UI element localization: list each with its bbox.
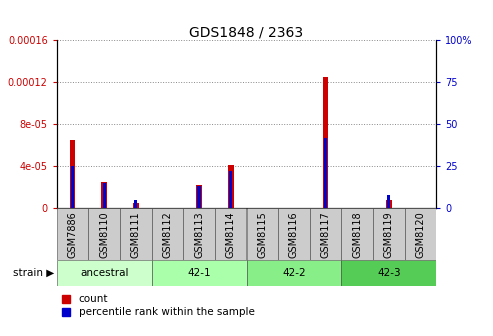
Bar [341, 208, 373, 260]
Text: GSM8118: GSM8118 [352, 211, 362, 258]
Legend: count, percentile rank within the sample: count, percentile rank within the sample [62, 294, 254, 317]
Text: GSM8113: GSM8113 [194, 211, 204, 258]
Bar [196, 185, 202, 208]
Text: ancestral: ancestral [80, 268, 128, 278]
Bar [198, 186, 201, 208]
Bar [405, 208, 436, 260]
Bar [278, 208, 310, 260]
Bar [101, 182, 107, 208]
Bar [103, 183, 106, 208]
Bar [228, 165, 234, 208]
Bar [324, 138, 327, 208]
Bar [57, 260, 152, 286]
Bar [57, 208, 88, 260]
Bar [152, 260, 246, 286]
Bar [386, 200, 392, 208]
Bar [183, 208, 215, 260]
Bar [215, 208, 246, 260]
Bar [387, 195, 390, 208]
Bar [133, 203, 139, 208]
Text: GSM8115: GSM8115 [257, 211, 267, 258]
Bar [310, 208, 341, 260]
Text: 42-2: 42-2 [282, 268, 306, 278]
Text: GSM7886: GSM7886 [68, 211, 77, 258]
Text: GSM8111: GSM8111 [131, 211, 141, 258]
Text: GSM8116: GSM8116 [289, 211, 299, 258]
Bar [246, 208, 278, 260]
Text: GSM8119: GSM8119 [384, 211, 394, 258]
Bar [341, 260, 436, 286]
Text: GSM8117: GSM8117 [320, 211, 331, 258]
Bar [229, 171, 232, 208]
Bar [246, 260, 341, 286]
Bar [134, 200, 138, 208]
Bar [88, 208, 120, 260]
Text: GSM8110: GSM8110 [99, 211, 109, 258]
Text: GSM8120: GSM8120 [416, 211, 425, 258]
Bar [120, 208, 152, 260]
Bar [152, 208, 183, 260]
Text: strain ▶: strain ▶ [13, 268, 54, 278]
Bar [323, 77, 328, 208]
Bar [373, 208, 405, 260]
Text: 42-1: 42-1 [187, 268, 211, 278]
Title: GDS1848 / 2363: GDS1848 / 2363 [189, 25, 304, 39]
Text: GSM8114: GSM8114 [226, 211, 236, 258]
Bar [71, 166, 74, 208]
Text: GSM8112: GSM8112 [162, 211, 173, 258]
Bar [70, 140, 75, 208]
Text: 42-3: 42-3 [377, 268, 401, 278]
